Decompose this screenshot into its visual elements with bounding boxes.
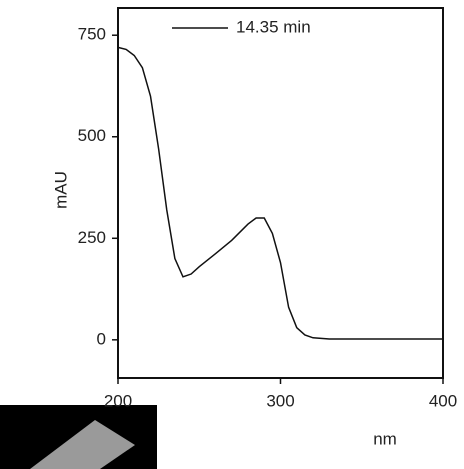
x-tick-label: 200 <box>104 391 132 410</box>
x-axis-label: nm <box>373 429 397 448</box>
y-tick-label: 750 <box>78 25 106 44</box>
thumbnail <box>0 405 157 469</box>
y-axis-label: mAU <box>51 171 70 209</box>
data-line <box>117 46 443 340</box>
y-tick-label: 500 <box>78 126 106 145</box>
x-tick-label: 400 <box>429 391 457 410</box>
y-tick-label: 250 <box>78 228 106 247</box>
legend-label: 14.35 min <box>236 17 311 36</box>
plot-frame <box>117 7 444 379</box>
y-tick-label: 0 <box>97 329 106 348</box>
x-tick-label: 300 <box>266 391 294 410</box>
